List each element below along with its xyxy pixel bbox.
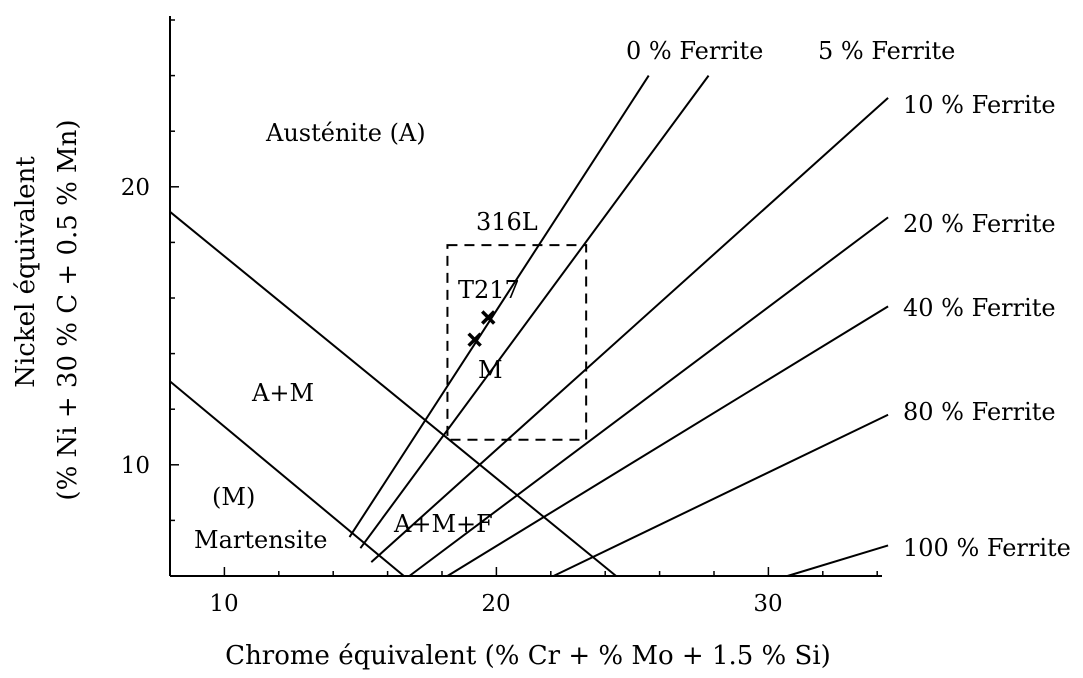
grade-labels: 316L T217 (458, 208, 538, 304)
axes (169, 16, 882, 577)
x-tick-label-10: 10 (209, 591, 238, 617)
ferrite-label-20: 20 % Ferrite (903, 210, 1056, 238)
ferrite-line-1 (359, 75, 710, 549)
ferrite-line-2 (370, 97, 889, 563)
region-label-austenite: Austénite (A) (265, 119, 426, 147)
y-axis-title-line-1: Nickel équivalent (11, 156, 41, 388)
ferrite-labels: 0 % Ferrite 5 % Ferrite 10 % Ferrite 20 … (626, 37, 1071, 562)
marker-stroke (481, 310, 496, 325)
austenite-martensite-boundary (169, 211, 617, 577)
ferrite-label-5: 5 % Ferrite (818, 37, 955, 65)
y-tick-label-10: 10 (121, 453, 150, 479)
point-label-t217: T217 (458, 276, 520, 304)
x-tick-label-20: 20 (481, 591, 510, 617)
y-axis-title-line-2: (% Ni + 30 % C + 0.5 % Mn) (53, 119, 83, 500)
region-label-m-inner: M (478, 356, 503, 384)
region-label-martensite: Martensite (194, 526, 328, 554)
region-label-a-plus-m: A+M (251, 379, 314, 407)
x-axis-title: Chrome équivalent (% Cr + % Mo + 1.5 % S… (225, 641, 831, 671)
ferrite-label-10: 10 % Ferrite (903, 91, 1056, 119)
region-label-m: (M) (212, 483, 255, 511)
x-tick-label-30: 30 (753, 591, 782, 617)
ferrite-line-4 (446, 305, 889, 577)
ferrite-line-5 (553, 413, 889, 577)
ferrite-label-100: 100 % Ferrite (903, 534, 1071, 562)
grade-316l-box (446, 244, 588, 441)
minor-ticks (169, 19, 878, 576)
region-labels: Austénite (A) A+M (M) Martensite A+M+F M (194, 119, 503, 554)
marker-stroke (467, 332, 482, 347)
y-tick-label-20: 20 (121, 175, 150, 201)
data-points (467, 310, 496, 347)
ferrite-lines (348, 75, 889, 577)
ferrite-line-6 (787, 544, 889, 577)
data-point-marker (467, 332, 482, 347)
region-label-a-m-f: A+M+F (393, 510, 493, 538)
ferrite-line-0 (348, 75, 650, 538)
grade-box-label: 316L (476, 208, 538, 236)
tick-labels: 10 20 30 10 20 (121, 175, 783, 617)
ferrite-label-40: 40 % Ferrite (903, 294, 1056, 322)
ferrite-label-0: 0 % Ferrite (626, 37, 763, 65)
ferrite-line-3 (408, 216, 889, 577)
axis-titles: Chrome équivalent (% Cr + % Mo + 1.5 % S… (11, 119, 831, 671)
data-point-marker (481, 310, 496, 325)
ferrite-label-80: 80 % Ferrite (903, 398, 1056, 426)
